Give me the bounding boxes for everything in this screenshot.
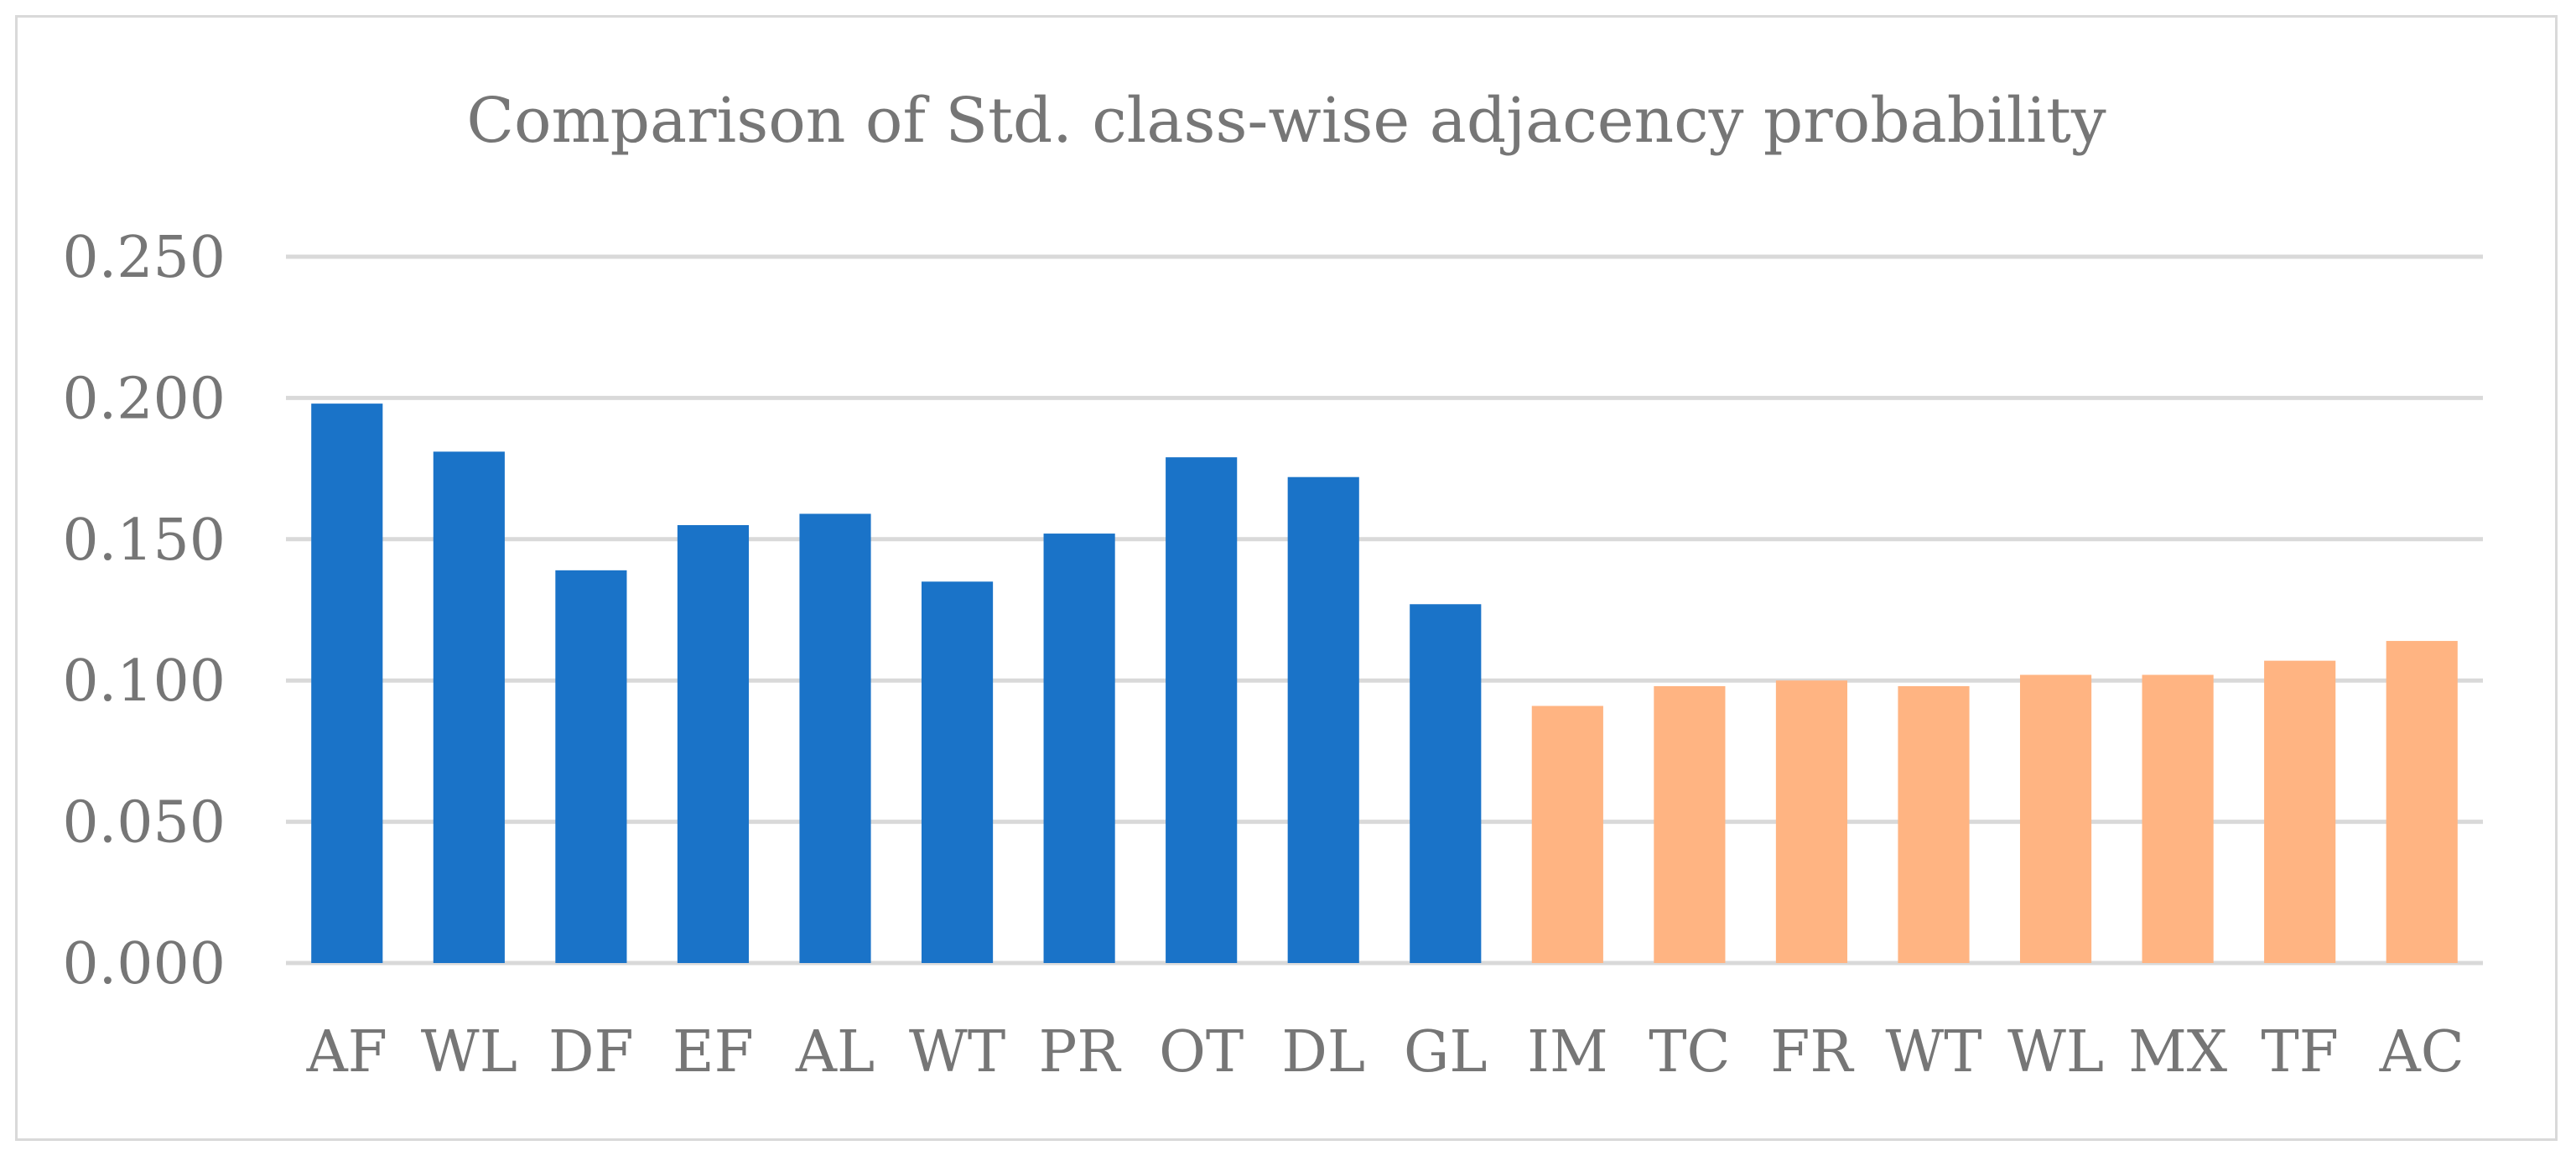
x-tick-label: WT: [909, 1019, 1005, 1086]
bar-ac: [2386, 641, 2458, 963]
bar-im: [1531, 705, 1603, 963]
x-tick-label: WL: [421, 1019, 517, 1086]
bar-wt: [1898, 685, 1970, 963]
y-axis-ticks: 0.000 0.050 0.100 0.150 0.200 0.250: [62, 225, 226, 997]
y-tick-label: 0.200: [62, 366, 226, 432]
x-tick-label: MX: [2128, 1019, 2228, 1086]
x-tick-label: EF: [673, 1019, 754, 1086]
y-tick-label: 0.150: [62, 508, 226, 574]
bar-wl: [2019, 674, 2092, 963]
bar-dl: [1287, 476, 1359, 963]
x-tick-label: TC: [1649, 1019, 1730, 1086]
bars: [311, 403, 2458, 963]
bar-ef: [677, 524, 750, 963]
bar-tc: [1654, 685, 1726, 963]
x-tick-label: IM: [1527, 1019, 1608, 1086]
x-tick-label: AF: [306, 1019, 387, 1086]
y-tick-label: 0.000: [62, 931, 226, 997]
bar-af: [311, 403, 383, 963]
x-tick-label: GL: [1404, 1019, 1487, 1086]
bar-fr: [1775, 680, 1848, 963]
x-tick-label: OT: [1159, 1019, 1244, 1086]
chart-title: Comparison of Std. class-wise adjacency …: [466, 85, 2106, 157]
x-tick-label: AC: [2379, 1019, 2464, 1086]
bar-wt: [921, 581, 994, 963]
x-tick-label: FR: [1770, 1019, 1854, 1086]
y-tick-label: 0.050: [62, 790, 226, 856]
y-tick-label: 0.100: [62, 648, 226, 715]
bar-tf: [2264, 660, 2336, 963]
bar-gl: [1410, 604, 1482, 963]
gridlines: [286, 254, 2483, 966]
x-tick-label: TF: [2261, 1019, 2339, 1086]
bar-chart: Comparison of Std. class-wise adjacency …: [62, 85, 2483, 1086]
x-tick-label: DF: [548, 1019, 634, 1086]
bar-ot: [1166, 457, 1238, 963]
bar-pr: [1043, 534, 1115, 963]
bar-df: [555, 570, 627, 963]
chart-frame: Comparison of Std. class-wise adjacency …: [15, 15, 2558, 1141]
bar-al: [799, 513, 871, 963]
bar-mx: [2142, 674, 2214, 963]
x-axis-ticks: AF WL DF EF AL WT PR OT DL GL IM TC FR WT WL MX TF AC: [306, 1019, 2464, 1086]
y-tick-label: 0.250: [62, 225, 226, 291]
x-tick-label: PR: [1039, 1019, 1122, 1086]
x-tick-label: WT: [1885, 1019, 1981, 1086]
bar-wl: [433, 451, 505, 963]
x-tick-label: DL: [1281, 1019, 1365, 1086]
x-tick-label: AL: [795, 1019, 875, 1086]
x-tick-label: WL: [2007, 1019, 2104, 1086]
